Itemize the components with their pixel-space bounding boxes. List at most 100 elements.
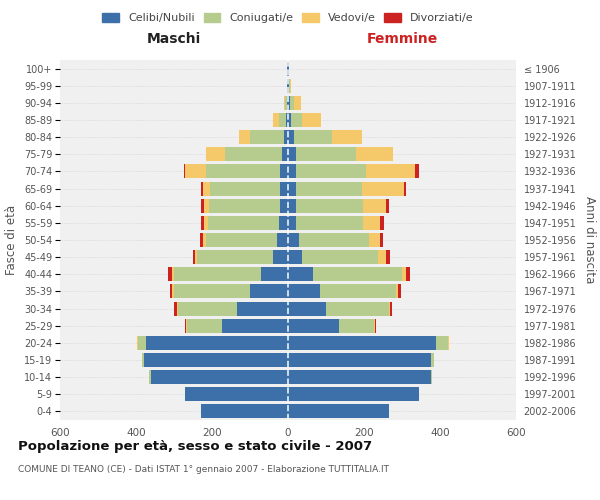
Bar xyxy=(380,216,384,230)
Bar xyxy=(278,216,288,230)
Bar xyxy=(415,164,419,178)
Bar xyxy=(200,216,205,230)
Bar xyxy=(186,318,187,332)
Bar xyxy=(431,353,434,367)
Bar xyxy=(379,250,386,264)
Bar xyxy=(287,96,288,110)
Bar xyxy=(288,78,289,92)
Bar xyxy=(288,233,299,247)
Bar xyxy=(280,182,288,196)
Text: Femmine: Femmine xyxy=(367,32,437,46)
Bar xyxy=(288,216,296,230)
Bar xyxy=(151,370,288,384)
Bar xyxy=(170,284,172,298)
Bar xyxy=(173,302,176,316)
Bar xyxy=(284,130,288,144)
Bar xyxy=(288,164,296,178)
Bar xyxy=(290,96,294,110)
Bar xyxy=(380,233,383,247)
Bar xyxy=(386,250,390,264)
Bar xyxy=(288,302,326,316)
Text: Maschi: Maschi xyxy=(147,32,201,46)
Bar xyxy=(138,336,146,350)
Bar xyxy=(172,268,174,281)
Bar xyxy=(288,62,289,76)
Bar xyxy=(288,198,296,212)
Bar xyxy=(296,216,363,230)
Bar xyxy=(284,96,285,110)
Bar xyxy=(362,182,404,196)
Bar xyxy=(184,164,185,178)
Bar xyxy=(286,113,288,127)
Bar xyxy=(363,216,380,230)
Bar xyxy=(397,284,398,298)
Bar xyxy=(185,388,288,402)
Bar xyxy=(287,78,288,92)
Bar xyxy=(146,336,288,350)
Bar xyxy=(290,78,291,92)
Y-axis label: Fasce di età: Fasce di età xyxy=(5,205,19,275)
Bar xyxy=(239,130,250,144)
Bar xyxy=(296,164,366,178)
Bar xyxy=(273,113,278,127)
Bar xyxy=(386,198,389,212)
Bar xyxy=(142,353,143,367)
Bar xyxy=(356,148,392,162)
Text: COMUNE DI TEANO (CE) - Dati ISTAT 1° gennaio 2007 - Elaborazione TUTTITALIA.IT: COMUNE DI TEANO (CE) - Dati ISTAT 1° gen… xyxy=(18,466,389,474)
Legend: Celibi/Nubili, Coniugati/e, Vedovi/e, Divorziati/e: Celibi/Nubili, Coniugati/e, Vedovi/e, Di… xyxy=(98,8,478,28)
Bar xyxy=(288,336,436,350)
Bar xyxy=(431,370,433,384)
Bar xyxy=(210,182,280,196)
Bar xyxy=(185,318,186,332)
Bar xyxy=(250,130,284,144)
Bar xyxy=(149,370,151,384)
Bar xyxy=(302,250,379,264)
Bar xyxy=(285,96,287,110)
Bar xyxy=(369,233,380,247)
Bar xyxy=(436,336,448,350)
Bar xyxy=(168,268,172,281)
Bar xyxy=(288,318,340,332)
Bar xyxy=(373,318,374,332)
Bar xyxy=(291,113,302,127)
Bar xyxy=(288,388,419,402)
Bar xyxy=(390,302,392,316)
Bar xyxy=(206,164,280,178)
Bar xyxy=(208,216,278,230)
Bar xyxy=(332,130,362,144)
Bar xyxy=(287,62,288,76)
Bar xyxy=(143,353,288,367)
Bar xyxy=(197,250,273,264)
Bar xyxy=(389,302,390,316)
Bar xyxy=(205,216,208,230)
Bar xyxy=(209,198,280,212)
Bar xyxy=(320,284,397,298)
Bar xyxy=(280,198,288,212)
Bar xyxy=(193,250,195,264)
Bar xyxy=(296,198,363,212)
Bar xyxy=(278,113,286,127)
Bar xyxy=(226,148,283,162)
Bar xyxy=(313,268,402,281)
Bar xyxy=(174,284,250,298)
Bar xyxy=(299,233,369,247)
Bar xyxy=(206,233,277,247)
Bar xyxy=(288,148,296,162)
Bar xyxy=(296,148,356,162)
Bar xyxy=(288,182,296,196)
Bar xyxy=(288,370,431,384)
Bar xyxy=(273,250,288,264)
Bar xyxy=(203,233,206,247)
Bar xyxy=(262,268,288,281)
Bar xyxy=(302,113,322,127)
Bar xyxy=(406,268,410,281)
Bar xyxy=(288,268,313,281)
Bar xyxy=(200,404,288,418)
Bar xyxy=(448,336,449,350)
Bar xyxy=(280,164,288,178)
Bar xyxy=(289,78,290,92)
Bar xyxy=(185,164,206,178)
Bar xyxy=(200,182,203,196)
Bar xyxy=(178,302,236,316)
Bar xyxy=(288,250,302,264)
